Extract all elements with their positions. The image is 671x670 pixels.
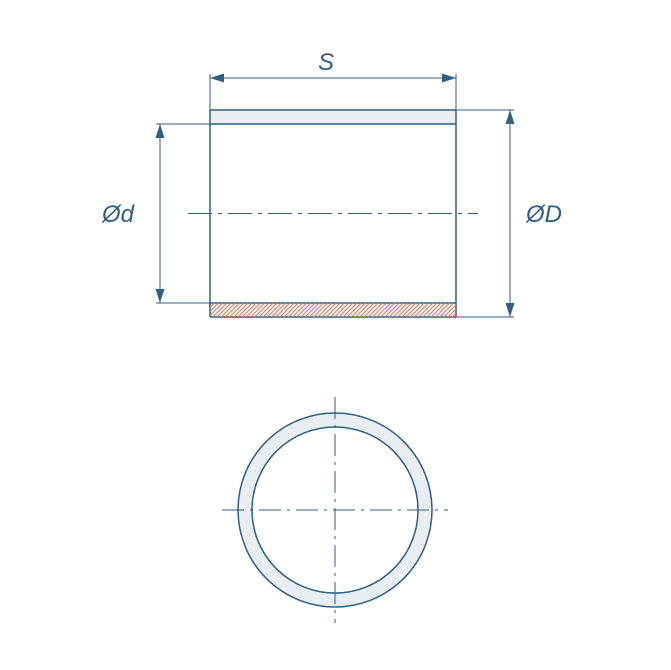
label-d: Ød (101, 201, 135, 228)
label-s: S (318, 49, 334, 76)
label-D: ØD (525, 201, 562, 228)
